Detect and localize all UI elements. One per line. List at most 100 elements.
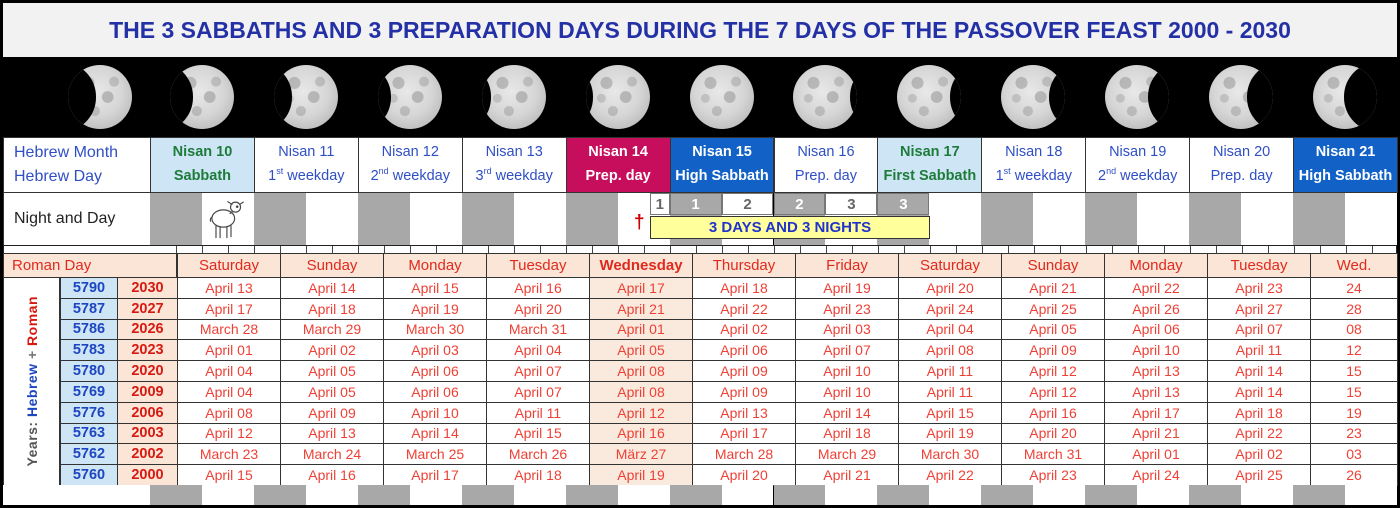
waning-gibbous-icon — [1105, 65, 1170, 129]
date-cell: April 13 — [1104, 360, 1208, 382]
date-cell: April 14 — [1207, 360, 1311, 382]
night-and-day-label: Night and Day — [3, 192, 151, 246]
date-cell: March 26 — [486, 443, 590, 466]
hebrew-axis-label: Hebrew Month Hebrew Day — [3, 137, 151, 193]
hebrew-day-name: 1st weekday — [268, 166, 345, 185]
date-cell: April 15 — [898, 401, 1002, 424]
hebrew-month-name: Nisan 14 — [588, 144, 648, 161]
date-cell: April 17 — [1104, 401, 1208, 424]
roman-year-cell: 2009 — [117, 381, 178, 403]
date-cell: April 09 — [1001, 339, 1105, 362]
date-cell: April 14 — [1207, 381, 1311, 403]
date-cell: April 03 — [383, 339, 487, 362]
date-cell: April 22 — [898, 464, 1002, 486]
hebrew-day-name: Prep. day — [585, 167, 651, 184]
waning-gibbous-icon — [1209, 65, 1274, 129]
date-cell: April 19 — [589, 464, 693, 486]
waxing-gibbous-icon — [169, 65, 234, 129]
night-segment — [981, 192, 1034, 246]
date-cell: March 31 — [1001, 443, 1105, 466]
hebrew-day-name: Sabbath — [173, 167, 232, 184]
date-cell: April 21 — [589, 297, 693, 320]
date-cell: 12 — [1310, 339, 1398, 362]
date-cell: April 04 — [177, 381, 281, 403]
date-cell: April 05 — [280, 381, 384, 403]
date-cell: April 07 — [486, 381, 590, 403]
roman-day-header: Roman Day — [3, 253, 177, 278]
moon-phase-strip — [3, 57, 1397, 137]
bottom-night-segment — [357, 485, 410, 505]
moon-shadow — [273, 65, 292, 129]
hebrew-col-nisan-15: Nisan 15 High Sabbath — [669, 137, 775, 193]
date-cell: April 15 — [383, 277, 487, 299]
bottom-day-segment — [201, 485, 254, 505]
moon-shadow — [849, 65, 858, 129]
date-cell: April 27 — [1207, 297, 1311, 320]
date-cell: April 20 — [1001, 422, 1105, 445]
moon-shadow — [1049, 65, 1066, 129]
hebrew-col-nisan-12: Nisan 12 2nd weekday — [357, 137, 463, 193]
hebrew-month-label: Hebrew Month — [14, 144, 119, 161]
bottom-day-segment — [1033, 485, 1086, 505]
date-cell: April 17 — [177, 297, 281, 320]
date-cell: April 19 — [898, 422, 1002, 445]
date-cell: April 04 — [898, 318, 1002, 341]
hebrew-month-name: Nisan 13 — [485, 143, 543, 160]
bottom-night-segment — [565, 485, 618, 505]
hebrew-month-name: Nisan 17 — [900, 144, 960, 161]
date-cell: April 23 — [795, 297, 899, 320]
hebrew-col-nisan-20: Nisan 20 Prep. day — [1189, 137, 1295, 193]
roman-year-cell: 2003 — [117, 422, 178, 445]
date-cell: March 29 — [280, 318, 384, 341]
date-cell: April 09 — [692, 360, 796, 382]
date-cell: April 20 — [692, 464, 796, 486]
years-plus: + — [23, 350, 40, 360]
hebrew-col-nisan-14: Nisan 14 Prep. day — [565, 137, 671, 193]
hebrew-year-cell: 5760 — [60, 464, 118, 486]
hebrew-year-cell: 5786 — [60, 318, 118, 341]
date-cell: April 06 — [383, 381, 487, 403]
bottom-night-segment — [461, 485, 514, 505]
date-cell: March 24 — [280, 443, 384, 466]
date-cell: April 21 — [1104, 422, 1208, 445]
date-cell: April 05 — [589, 339, 693, 362]
date-cell: April 16 — [589, 422, 693, 445]
date-cell: April 13 — [692, 401, 796, 424]
hebrew-day-name: Prep. day — [1210, 167, 1273, 184]
hebrew-day-name: 2nd weekday — [1098, 166, 1178, 185]
day-header-saturday: Saturday — [177, 253, 281, 278]
day-segment — [513, 192, 566, 246]
day-segment — [1241, 192, 1294, 246]
roman-year-cell: 2000 — [117, 464, 178, 486]
years-prefix: Years: — [23, 421, 40, 467]
bottom-day-segment — [617, 485, 670, 505]
roman-year-cell: 2023 — [117, 339, 178, 362]
hebrew-year-cell: 5790 — [60, 277, 118, 299]
date-cell: 19 — [1310, 401, 1398, 424]
day-segment — [409, 192, 462, 246]
date-cell: April 04 — [486, 339, 590, 362]
waxing-gibbous-icon — [481, 65, 546, 129]
hebrew-year-cell: 5783 — [60, 339, 118, 362]
hebrew-day-label: Hebrew Day — [14, 168, 103, 185]
date-cell: April 09 — [692, 381, 796, 403]
hebrew-day-name: 1st weekday — [995, 166, 1072, 185]
date-cell: April 08 — [589, 381, 693, 403]
date-cell: April 18 — [280, 297, 384, 320]
night-segment — [253, 192, 306, 246]
date-cell: April 16 — [1001, 401, 1105, 424]
day-header-friday: Friday — [795, 253, 899, 278]
bottom-day-segment — [1241, 485, 1294, 505]
moon-shadow — [169, 65, 193, 129]
counter-box: 3 — [825, 193, 878, 215]
page-title: THE 3 SABBATHS AND 3 PREPARATION DAYS DU… — [3, 3, 1397, 57]
hebrew-year-cell: 5776 — [60, 401, 118, 424]
bottom-night-segment — [1293, 485, 1346, 505]
date-cell: April 18 — [1207, 401, 1311, 424]
waning-gibbous-icon — [1001, 65, 1066, 129]
date-cell: April 07 — [1207, 318, 1311, 341]
date-cell: 15 — [1310, 360, 1398, 382]
night-segment — [357, 192, 410, 246]
hebrew-month-name: Nisan 12 — [381, 143, 439, 160]
day-segment — [305, 192, 358, 246]
